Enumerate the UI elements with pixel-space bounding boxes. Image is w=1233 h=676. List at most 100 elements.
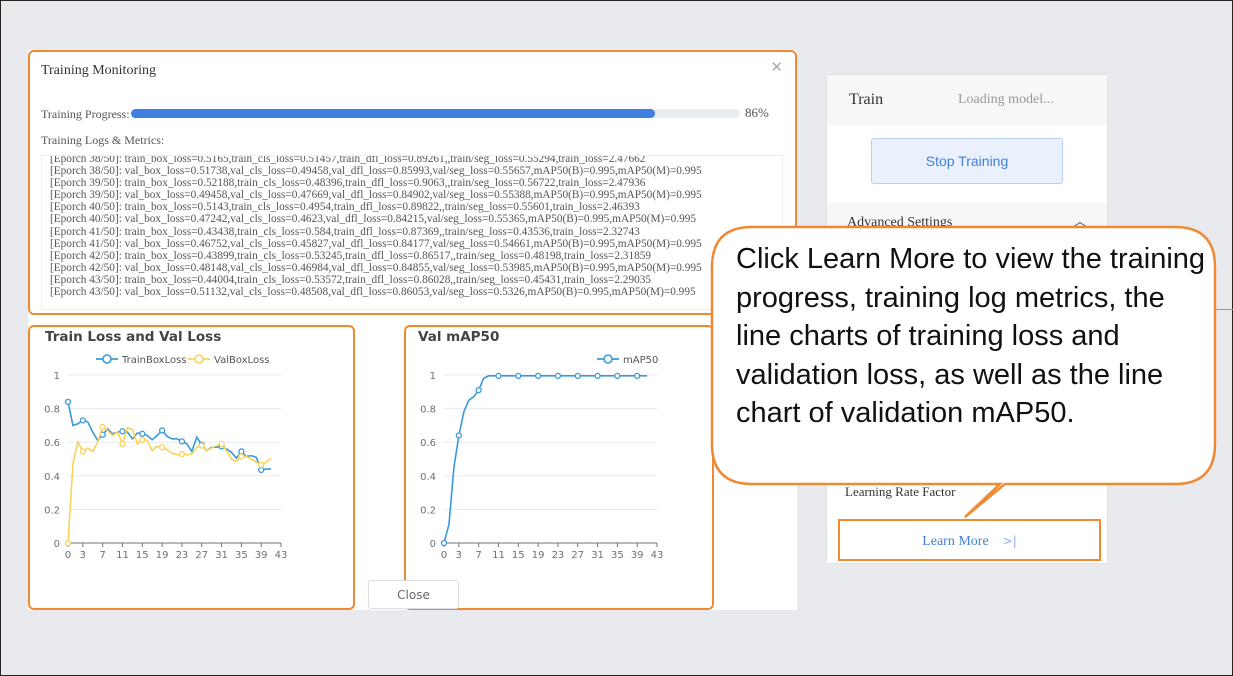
y-tick-label: 0.6 xyxy=(420,438,436,449)
x-tick-label: 39 xyxy=(255,550,268,561)
x-tick-label: 11 xyxy=(492,550,505,561)
y-tick-label: 0 xyxy=(430,539,436,550)
x-tick-label: 7 xyxy=(99,550,105,561)
data-point xyxy=(258,461,265,469)
data-point xyxy=(440,539,448,547)
data-point xyxy=(178,450,186,458)
data-point xyxy=(119,428,126,435)
progress-label: Training Progress: xyxy=(41,107,130,121)
progress-fill xyxy=(131,109,655,118)
log-line: [Eporch 40/50]: train_box_loss=0.5143,tr… xyxy=(50,201,640,214)
y-tick-label: 1 xyxy=(54,371,60,382)
y-tick-label: 0.6 xyxy=(44,438,60,449)
x-tick-label: 27 xyxy=(195,550,208,561)
log-line: [Eporch 42/50]: train_box_loss=0.43899,t… xyxy=(50,249,652,262)
logs-box[interactable]: [Eporch 38/50]: train_box_loss=0.5165,tr… xyxy=(41,155,783,310)
y-tick-label: 0.2 xyxy=(44,505,60,516)
data-point xyxy=(139,436,146,443)
log-line: [Eporch 40/50]: val_box_loss=0.47242,val… xyxy=(50,213,697,226)
data-point xyxy=(218,440,225,448)
y-tick-label: 0.4 xyxy=(44,472,60,483)
data-point xyxy=(64,398,72,406)
loss-chart-panel xyxy=(28,325,355,610)
close-icon[interactable]: ✕ xyxy=(770,58,783,76)
data-point xyxy=(574,372,581,379)
x-tick-label: 15 xyxy=(136,550,149,561)
x-tick-label: 31 xyxy=(591,550,604,561)
data-point xyxy=(158,427,166,434)
data-point xyxy=(238,453,245,460)
chevron-right-bar-icon: >| xyxy=(1002,534,1017,548)
x-tick-label: 23 xyxy=(552,550,565,561)
log-line: [Eporch 42/50]: val_box_loss=0.48148,val… xyxy=(50,261,702,274)
data-point xyxy=(614,372,621,379)
y-tick-label: 0.2 xyxy=(420,505,436,516)
log-line: [Eporch 39/50]: train_box_loss=0.52188,t… xyxy=(50,177,646,190)
x-tick-label: 11 xyxy=(116,550,129,561)
log-line: [Eporch 41/50]: train_box_loss=0.43438,t… xyxy=(50,225,640,238)
log-line: [Eporch 38/50]: val_box_loss=0.51738,val… xyxy=(50,165,702,178)
legend-label: TrainBoxLoss xyxy=(121,355,187,366)
loss-chart-title: Train Loss and Val Loss xyxy=(45,329,222,345)
status-text: Loading model... xyxy=(958,92,1054,107)
data-point xyxy=(455,432,463,439)
data-point xyxy=(139,430,146,437)
x-tick-label: 35 xyxy=(235,550,248,561)
x-tick-label: 39 xyxy=(631,550,644,561)
x-tick-label: 27 xyxy=(571,550,584,561)
callout-text: Click Learn More to view the training pr… xyxy=(736,243,1206,429)
x-tick-label: 43 xyxy=(651,550,664,561)
panel-title: Train xyxy=(849,91,884,108)
data-point xyxy=(79,448,87,455)
x-tick-label: 31 xyxy=(215,550,228,561)
learn-more-label: Learn More xyxy=(922,534,989,549)
callout-shape xyxy=(710,225,1217,518)
x-tick-label: 35 xyxy=(611,550,624,561)
log-line: [Eporch 39/50]: val_box_loss=0.49458,val… xyxy=(50,189,702,202)
data-point xyxy=(495,372,502,379)
data-point xyxy=(79,417,87,424)
legend-marker xyxy=(194,354,204,364)
panel-header: Train Loading model... xyxy=(827,75,1107,125)
progress-percent: 86% xyxy=(745,105,769,120)
x-tick-label: 19 xyxy=(532,550,545,561)
data-point xyxy=(64,539,72,547)
data-point xyxy=(515,372,522,379)
y-tick-label: 0.8 xyxy=(420,405,436,416)
log-line: [Eporch 43/50]: val_box_loss=0.51132,val… xyxy=(50,286,696,299)
y-tick-label: 0.4 xyxy=(420,472,436,483)
data-point xyxy=(158,444,166,451)
modal-title: Training Monitoring xyxy=(41,63,156,78)
data-point xyxy=(178,438,186,445)
log-line: [Eporch 43/50]: train_box_loss=0.44004,t… xyxy=(50,273,652,286)
x-tick-label: 43 xyxy=(275,550,288,561)
data-point xyxy=(634,372,641,379)
map-chart-panel xyxy=(404,325,714,610)
log-line: [Eporch 38/50]: train_box_loss=0.5165,tr… xyxy=(50,155,646,165)
progress-bar xyxy=(131,109,740,118)
x-tick-label: 3 xyxy=(456,550,462,561)
learn-more-button[interactable]: Learn More >| xyxy=(838,519,1101,561)
x-tick-label: 3 xyxy=(80,550,86,561)
data-point xyxy=(119,440,126,448)
data-point xyxy=(475,386,482,394)
legend-label: ValBoxLoss xyxy=(214,355,270,366)
x-tick-label: 7 xyxy=(475,550,481,561)
x-tick-label: 23 xyxy=(176,550,189,561)
x-tick-label: 0 xyxy=(65,550,71,561)
log-line: [Eporch 41/50]: val_box_loss=0.46752,val… xyxy=(50,237,702,250)
data-point xyxy=(554,372,562,379)
stop-training-button[interactable]: Stop Training xyxy=(871,138,1063,184)
close-button[interactable]: Close xyxy=(368,580,459,609)
y-tick-label: 1 xyxy=(430,371,436,382)
x-tick-label: 0 xyxy=(441,550,447,561)
connector-line xyxy=(1215,309,1233,310)
data-point xyxy=(198,442,205,449)
learning-rate-label: Learning Rate Factor xyxy=(845,484,956,499)
legend-marker xyxy=(102,354,112,364)
logs-label: Training Logs & Metrics: xyxy=(41,133,165,147)
y-tick-label: 0 xyxy=(54,539,60,550)
x-tick-label: 19 xyxy=(156,550,169,561)
